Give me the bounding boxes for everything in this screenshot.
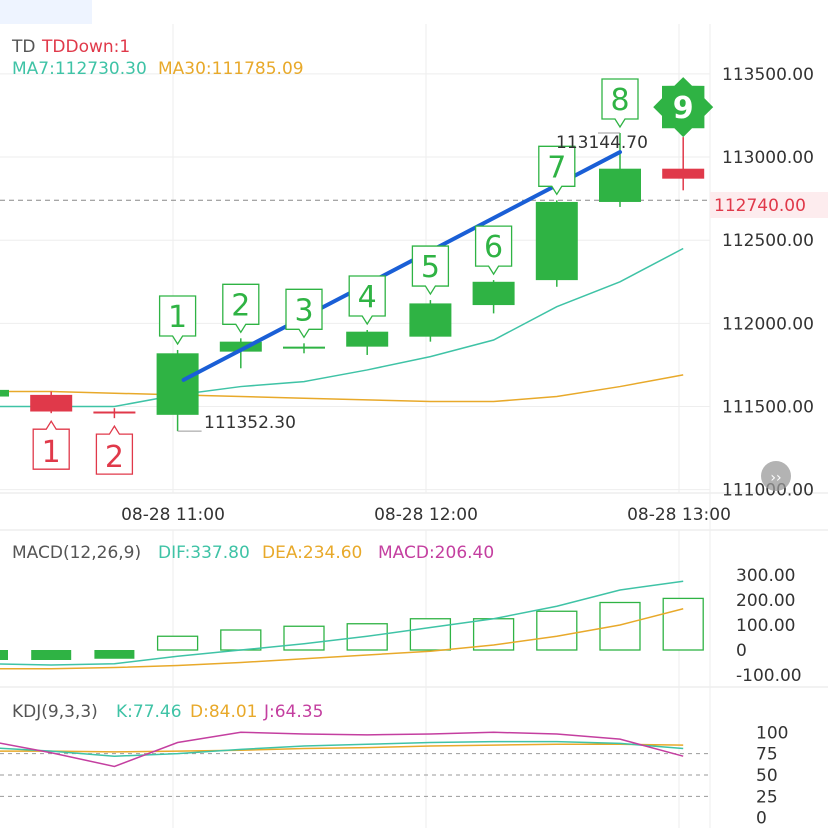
candle-body — [472, 281, 515, 306]
td-count-label: 2 — [231, 288, 250, 323]
current-price-tag — [710, 192, 828, 218]
x-tick-label: 08-28 12:00 — [374, 505, 478, 525]
macd-histogram-bar — [662, 597, 704, 651]
td-marker-box — [474, 225, 513, 276]
td-count-label: 7 — [547, 150, 566, 185]
td-marker-box — [95, 424, 134, 475]
grid-layer — [0, 24, 828, 828]
high-annotation: 113144.70 — [556, 133, 648, 153]
td-marker-box — [32, 419, 70, 470]
ma30-line — [0, 374, 684, 403]
td-marker-box — [538, 145, 576, 196]
macd-histogram-bar — [346, 623, 388, 651]
candle-body — [283, 346, 325, 349]
macd-title: MACD(12,26,9) — [12, 543, 141, 563]
ma7-line — [0, 247, 684, 408]
candle-body — [599, 168, 641, 202]
kdj-y-tick-label: 75 — [756, 745, 778, 765]
macd-histogram-bar — [94, 650, 135, 659]
scroll-right-button[interactable]: ›› — [761, 461, 791, 491]
kdj-j-line — [0, 731, 684, 768]
td-count-label: 4 — [358, 280, 377, 315]
td-marker-box — [285, 288, 323, 339]
x-tick-label: 08-28 11:00 — [121, 505, 225, 525]
candle-body — [535, 201, 578, 281]
macd-histogram-bar — [599, 601, 641, 651]
td-count-label: 1 — [42, 435, 61, 470]
macd-y-tick-label: 200.00 — [736, 591, 795, 611]
kdj-d-line — [0, 743, 684, 753]
kdj-title: KDJ(9,3,3) — [12, 702, 98, 722]
y-tick-label: 111500.00 — [722, 398, 814, 418]
x-tick-label: 08-28 13:00 — [627, 505, 731, 525]
td-count-label: 5 — [421, 250, 440, 285]
td-marker-box — [348, 275, 386, 326]
td-count-label: 8 — [610, 83, 629, 118]
ma7-legend: MA7:112730.30 — [12, 59, 147, 79]
main-price-chart: 113500.00 113000.00 112500.00 112000.00 1115… — [0, 65, 814, 501]
trend-line — [181, 150, 622, 382]
ma30-legend: MA30:111785.09 — [158, 59, 304, 79]
kdj-y-tick-label: 25 — [756, 787, 778, 807]
top-tab-remnant[interactable] — [0, 0, 92, 24]
macd-y-tick-label: 0 — [736, 641, 747, 661]
macd-histogram-bar — [156, 635, 199, 651]
candle-body — [409, 303, 452, 337]
macd-value-legend: MACD:206.40 — [378, 543, 494, 563]
macd-histogram-bar — [409, 618, 452, 651]
y-tick-label: 113500.00 — [722, 65, 814, 85]
td-marker-box — [158, 295, 197, 346]
kdj-y-tick-label: 100 — [756, 723, 788, 743]
macd-dif-legend: DIF:337.80 — [158, 543, 250, 563]
candle-body — [346, 331, 389, 347]
macd-dea-line — [0, 608, 684, 670]
y-tick-label: 113000.00 — [722, 148, 814, 168]
candle-body — [219, 341, 262, 352]
macd-y-tick-label: -100.00 — [736, 666, 802, 686]
td-count-label: 3 — [294, 293, 313, 328]
td-count-label: 2 — [105, 440, 124, 475]
candle-body — [0, 389, 9, 397]
macd-dif-line — [0, 580, 684, 666]
y-tick-label: 112000.00 — [722, 314, 814, 334]
kdj-y-tick-label: 50 — [756, 766, 778, 786]
kdj-k-legend: K:77.46 — [116, 702, 182, 722]
macd-y-tick-label: 100.00 — [736, 616, 795, 636]
kdj-k-line — [0, 740, 684, 757]
candle-body — [93, 411, 136, 414]
macd-histogram-bar — [31, 650, 72, 660]
kdj-j-legend: J:64.35 — [263, 702, 323, 722]
td-label: TD — [11, 37, 35, 57]
chevron-icon: ›› — [770, 470, 781, 486]
macd-histogram-bar — [283, 625, 325, 651]
td-nine-badge — [653, 77, 714, 138]
macd-histogram-bar — [536, 610, 578, 651]
low-annotation: 111352.30 — [204, 413, 296, 433]
y-tick-label: 111000.00 — [722, 481, 814, 501]
td-count-label: 6 — [484, 230, 503, 265]
td-marker-box — [222, 283, 260, 334]
current-price-label: 112740.00 — [714, 196, 806, 216]
td-count-label: 1 — [168, 300, 187, 335]
macd-y-tick-label: 300.00 — [736, 566, 795, 586]
scroll-button-circle[interactable] — [761, 461, 791, 491]
candle-body — [156, 353, 199, 415]
y-tick-label: 112500.00 — [722, 231, 814, 251]
td-marker-box — [411, 245, 450, 296]
kdj-d-legend: D:84.01 — [190, 702, 258, 722]
candle-body — [30, 394, 73, 412]
td-value: TDDown:1 — [41, 37, 130, 57]
td-count-label: 9 — [673, 91, 694, 126]
candle-body — [662, 168, 705, 179]
kdj-y-tick-label: 0 — [756, 809, 767, 828]
macd-histogram-bar — [220, 629, 262, 651]
macd-histogram-bar — [0, 650, 8, 660]
macd-chart: 300.00 200.00 100.00 0 -100.00 — [0, 566, 802, 686]
macd-dea-legend: DEA:234.60 — [262, 543, 362, 563]
td-marker-box — [601, 78, 639, 129]
